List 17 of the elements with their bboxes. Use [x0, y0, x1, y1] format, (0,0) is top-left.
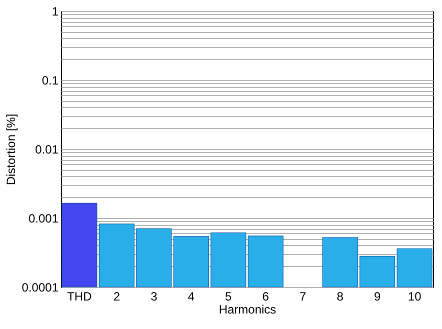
x-tick-label: 5 [225, 290, 232, 304]
y-tick-label: 0.01 [35, 142, 59, 156]
x-tick-label: 9 [374, 290, 381, 304]
x-tick-label: 3 [150, 290, 158, 304]
y-tick-label: 0.1 [42, 74, 59, 88]
x-tick-label: 8 [336, 290, 344, 304]
y-tick-label: 0.0001 [22, 280, 59, 294]
x-axis-title: Harmonics [218, 302, 276, 316]
y-axis-title: Distortion [%] [4, 114, 18, 186]
x-tick-label: 6 [262, 290, 270, 304]
y-tick-label: 1 [52, 4, 59, 18]
x-tick-label: 4 [188, 290, 195, 304]
y-tick-label: 0.001 [28, 212, 59, 226]
x-tick-label: 2 [113, 290, 120, 304]
x-tick-label: 10 [408, 290, 422, 304]
x-tick-label: 7 [300, 290, 307, 304]
x-tick-label: THD [67, 290, 92, 304]
